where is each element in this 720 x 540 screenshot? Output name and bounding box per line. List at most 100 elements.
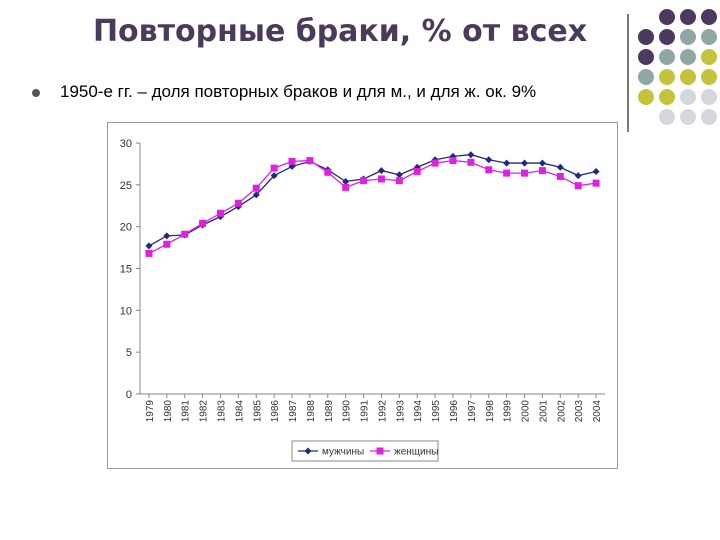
x-tick-label: 1990 <box>342 400 353 423</box>
data-point <box>270 164 278 172</box>
decor-dot <box>638 69 654 85</box>
x-tick-label: 1984 <box>234 400 245 423</box>
x-tick-label: 1995 <box>431 400 442 423</box>
decor-dot <box>701 49 717 65</box>
data-point <box>485 166 493 174</box>
x-tick-label: 1999 <box>503 400 514 423</box>
x-tick-label: 1979 <box>145 400 156 423</box>
data-point <box>467 158 475 166</box>
divider-line <box>627 14 629 132</box>
data-point <box>163 232 171 240</box>
x-tick-label: 1987 <box>288 400 299 423</box>
decor-dot <box>659 29 675 45</box>
decor-dot <box>701 89 717 105</box>
data-point <box>592 179 600 187</box>
chart-frame: 0 5 10 15 20 25 30 1979 1980 1981 1982 1983 1984 1985… <box>107 122 618 469</box>
x-tick-label: 2000 <box>521 400 532 423</box>
data-point <box>324 168 332 176</box>
decor-dot <box>638 49 654 65</box>
x-tick-label: 2002 <box>556 400 567 423</box>
data-point <box>413 163 421 171</box>
data-point <box>377 167 385 175</box>
y-tick-label: 25 <box>120 180 132 192</box>
x-tick-label: 1981 <box>181 400 192 423</box>
series-line <box>148 154 597 247</box>
legend: мужчины женщины <box>291 440 439 462</box>
data-point <box>467 151 475 159</box>
data-point <box>306 157 314 165</box>
x-tick-label: 2001 <box>538 400 549 423</box>
decor-dot <box>659 109 675 125</box>
data-point <box>342 183 350 191</box>
series-1 <box>145 151 600 250</box>
x-tick-label: 2003 <box>574 400 585 423</box>
data-point <box>449 157 457 165</box>
data-point <box>538 159 546 167</box>
x-tick-label: 1985 <box>252 400 263 423</box>
legend-label: женщины <box>394 447 438 458</box>
y-tick-label: 30 <box>120 138 132 150</box>
decor-dot <box>680 109 696 125</box>
y-tick-label: 5 <box>126 347 132 359</box>
data-point <box>181 230 189 238</box>
decor-dot <box>701 69 717 85</box>
data-point <box>304 447 312 455</box>
x-tick-label: 1992 <box>377 400 388 423</box>
data-point <box>252 191 260 199</box>
decor-dot <box>659 49 675 65</box>
x-tick-label: 1980 <box>163 400 174 423</box>
y-tick-label: 0 <box>126 389 132 401</box>
data-point <box>342 177 350 185</box>
data-point <box>503 159 511 167</box>
line-chart: 0 5 10 15 20 25 30 1979 1980 1981 1982 1983 1984 1985… <box>120 138 605 462</box>
data-point <box>270 172 278 180</box>
legend-box <box>291 440 439 462</box>
x-tick-label: 1998 <box>485 400 496 423</box>
data-point <box>521 159 529 167</box>
y-tick-label: 20 <box>120 222 132 234</box>
data-point <box>199 219 207 227</box>
data-point <box>376 447 384 455</box>
data-point <box>234 199 242 207</box>
data-point <box>360 177 368 185</box>
decor-dot <box>638 89 654 105</box>
x-tick-label: 2004 <box>592 400 603 423</box>
decorative-dot-grid <box>638 9 717 125</box>
data-point <box>252 184 260 192</box>
decor-dot <box>680 29 696 45</box>
x-tick-label: 1996 <box>449 400 460 423</box>
x-tick-label: 1982 <box>199 400 210 423</box>
data-point <box>145 242 153 250</box>
decor-dot <box>659 69 675 85</box>
data-point <box>503 169 511 177</box>
data-point <box>574 172 582 180</box>
data-point <box>216 209 224 217</box>
decor-dot <box>680 89 696 105</box>
data-point <box>145 249 153 257</box>
data-point <box>288 157 296 165</box>
y-tick-label: 10 <box>120 305 132 317</box>
data-point <box>377 175 385 183</box>
legend-item: мужчины <box>298 447 364 458</box>
slide-title: Повторные браки, % от всех <box>92 14 588 49</box>
data-point <box>395 171 403 179</box>
data-point <box>395 177 403 185</box>
x-tick-label: 1989 <box>324 400 335 423</box>
data-point <box>556 172 564 180</box>
x-tick-label: 1994 <box>413 400 424 423</box>
decor-dot <box>638 29 654 45</box>
data-point <box>413 167 421 175</box>
legend-label: мужчины <box>322 447 364 458</box>
decor-dot <box>680 49 696 65</box>
legend-item: женщины <box>370 447 438 458</box>
bullet-dot <box>32 89 40 97</box>
data-point <box>592 167 600 175</box>
decor-dot <box>680 69 696 85</box>
x-tick-label: 1988 <box>306 400 317 423</box>
x-tick-label: 1983 <box>216 400 227 423</box>
series-2 <box>145 157 600 257</box>
x-tick-label: 1991 <box>360 400 371 423</box>
decor-dot <box>680 9 696 25</box>
data-point <box>431 159 439 167</box>
x-tick-label: 1993 <box>395 400 406 423</box>
